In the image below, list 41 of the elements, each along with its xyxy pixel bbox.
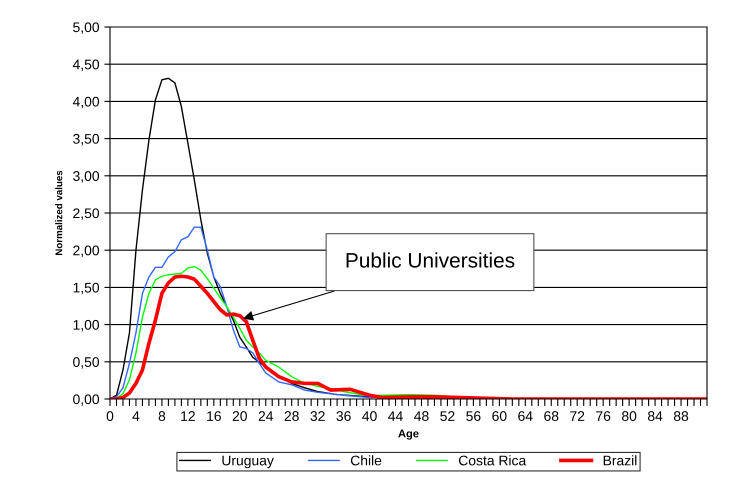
- x-tick-label: 56: [466, 411, 481, 422]
- x-tick-label: 80: [622, 411, 636, 422]
- legend-label: Chile: [350, 455, 382, 466]
- x-tick-label: 64: [518, 411, 533, 422]
- x-tick-label: 68: [544, 411, 558, 422]
- y-tick-label: 0,50: [73, 357, 100, 369]
- x-tick-label: 88: [674, 411, 688, 422]
- x-tick-label: 16: [207, 411, 221, 422]
- x-tick-label: 44: [388, 411, 403, 421]
- x-tick-label: 20: [232, 411, 247, 422]
- x-tick-label: 28: [284, 411, 299, 422]
- legend-label: Brazil: [604, 455, 636, 466]
- x-tick-label: 24: [258, 411, 274, 421]
- x-tick-label: 48: [414, 411, 429, 422]
- x-tick-label: 32: [310, 411, 325, 422]
- x-tick-label: 60: [492, 411, 507, 422]
- y-tick-label: 3,00: [73, 171, 100, 183]
- x-tick-label: 84: [648, 411, 662, 422]
- y-tick-label: 2,50: [73, 208, 100, 220]
- x-tick-label: 40: [362, 411, 377, 422]
- y-axis-title: Normalized values: [55, 170, 62, 256]
- y-tick-label: 3,50: [73, 134, 100, 146]
- x-tick-label: 12: [181, 411, 195, 421]
- y-tick-label: 0,00: [73, 394, 100, 406]
- x-tick-label: 76: [596, 411, 610, 422]
- legend-label: Costa Rica: [458, 455, 526, 466]
- y-tick-label: 1,50: [74, 282, 100, 294]
- y-tick-label: 2,00: [73, 246, 100, 258]
- y-tick-label: 4,50: [72, 60, 100, 72]
- x-tick-label: 8: [158, 411, 166, 422]
- x-axis-title: Age: [398, 430, 419, 440]
- y-tick-label: 5,00: [73, 22, 100, 34]
- y-tick-label: 4,00: [72, 96, 100, 108]
- y-tick-label: 1,00: [74, 320, 100, 332]
- x-tick-label: 36: [336, 411, 351, 422]
- annotation: Public Universities: [346, 252, 514, 268]
- legend-label: Uruguay: [222, 456, 274, 468]
- x-tick-label: 4: [132, 411, 140, 421]
- x-tick-label: 52: [440, 411, 454, 422]
- x-tick-label: 0: [106, 411, 114, 422]
- x-tick-label: 72: [570, 411, 584, 421]
